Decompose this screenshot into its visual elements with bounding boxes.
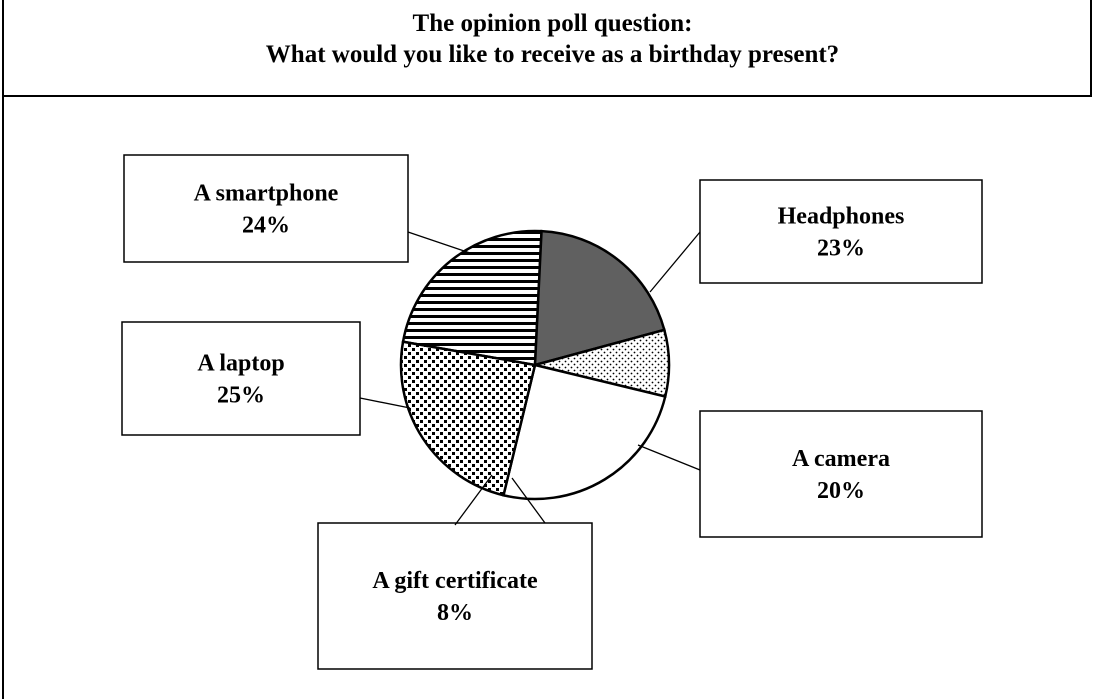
chart-title: The opinion poll question: What would yo… <box>0 8 1105 70</box>
callout-leader-line <box>649 231 701 293</box>
callout-box <box>699 410 983 538</box>
slice-label: Headphones <box>778 204 905 230</box>
title-divider <box>2 95 1092 97</box>
slice-value-label: 24% <box>242 213 290 239</box>
callout-box <box>317 522 593 670</box>
slice-value-label: 25% <box>217 383 265 409</box>
callout-box <box>121 321 361 436</box>
callout-leader-line <box>454 474 493 526</box>
callout-leader-line <box>637 444 701 471</box>
callout-leader-line <box>407 231 471 254</box>
callout-leader-line <box>511 477 546 524</box>
callout-box <box>699 179 983 284</box>
callout-leader-line <box>359 397 411 409</box>
pie-slice-headphones <box>401 229 543 367</box>
slice-value-label: 20% <box>817 478 865 504</box>
pie-slice-a-laptop <box>501 363 667 501</box>
slice-label: A smartphone <box>194 181 339 207</box>
callout-box <box>123 154 409 263</box>
slice-label: A camera <box>792 446 890 472</box>
frame-left-border <box>2 0 4 699</box>
slice-label: A gift certificate <box>372 568 538 594</box>
slice-value-label: 23% <box>817 236 865 262</box>
slice-value-label: 8% <box>437 600 473 626</box>
frame-right-border <box>1090 0 1092 96</box>
title-line-1: The opinion poll question: <box>412 10 693 37</box>
slice-label: A laptop <box>197 351 284 377</box>
title-line-2: What would you like to receive as a birt… <box>265 41 840 68</box>
pie-slice-a-camera <box>533 229 666 367</box>
pie-slice-a-smartphone <box>399 340 537 497</box>
